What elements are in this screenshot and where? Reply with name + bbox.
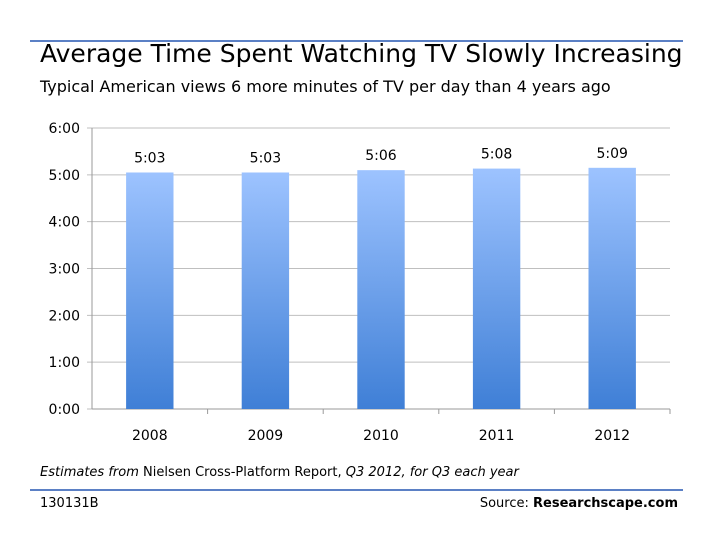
note-italic-prefix: Estimates from <box>40 465 139 480</box>
bar-value-label: 5:03 <box>134 150 165 166</box>
note-plain: Nielsen Cross-Platform Report, <box>138 465 346 480</box>
bar-value-label: 5:09 <box>596 146 627 162</box>
x-tick-label: 2009 <box>248 428 284 444</box>
chart-subtitle: Typical American views 6 more minutes of… <box>40 77 611 96</box>
source-note: Estimates from Nielsen Cross-Platform Re… <box>40 465 519 480</box>
y-tick-label: 6:00 <box>49 121 80 137</box>
x-tick-label: 2008 <box>132 428 168 444</box>
top-rule <box>30 40 683 42</box>
y-tick-label: 5:00 <box>49 168 80 184</box>
y-axis-ticks: 0:00 1:00 2:00 3:00 4:00 5:00 6:00 <box>49 121 80 418</box>
data-labels: 5:03 5:03 5:06 5:08 5:09 <box>134 146 628 167</box>
y-tick-label: 1:00 <box>49 355 80 371</box>
source-credit: Source: Researchscape.com <box>480 496 678 511</box>
bottom-rule <box>30 489 683 491</box>
slide-code: 130131B <box>40 496 99 511</box>
note-italic-suffix: Q3 2012, for Q3 each year <box>345 465 519 480</box>
bars <box>126 167 636 409</box>
y-tick-label: 4:00 <box>49 215 80 231</box>
bar <box>357 170 405 409</box>
y-tick-label: 2:00 <box>49 308 80 324</box>
x-tick-label: 2012 <box>594 428 630 444</box>
bar-value-label: 5:06 <box>365 148 397 164</box>
source-label: Source: <box>479 496 533 511</box>
x-tick-label: 2010 <box>363 428 399 444</box>
bar <box>588 167 636 409</box>
y-tick-label: 0:00 <box>49 402 80 418</box>
x-axis-ticks: 2008 2009 2010 2011 2012 <box>132 428 630 444</box>
source-name: Researchscape.com <box>533 496 678 511</box>
bar <box>472 168 521 409</box>
bar <box>241 172 290 409</box>
bar-value-label: 5:08 <box>481 147 512 163</box>
x-tick-label: 2011 <box>479 428 515 444</box>
bar <box>126 172 174 409</box>
y-tick-label: 3:00 <box>49 262 80 278</box>
bar-value-label: 5:03 <box>250 150 281 166</box>
chart-title: Average Time Spent Watching TV Slowly In… <box>40 39 683 68</box>
